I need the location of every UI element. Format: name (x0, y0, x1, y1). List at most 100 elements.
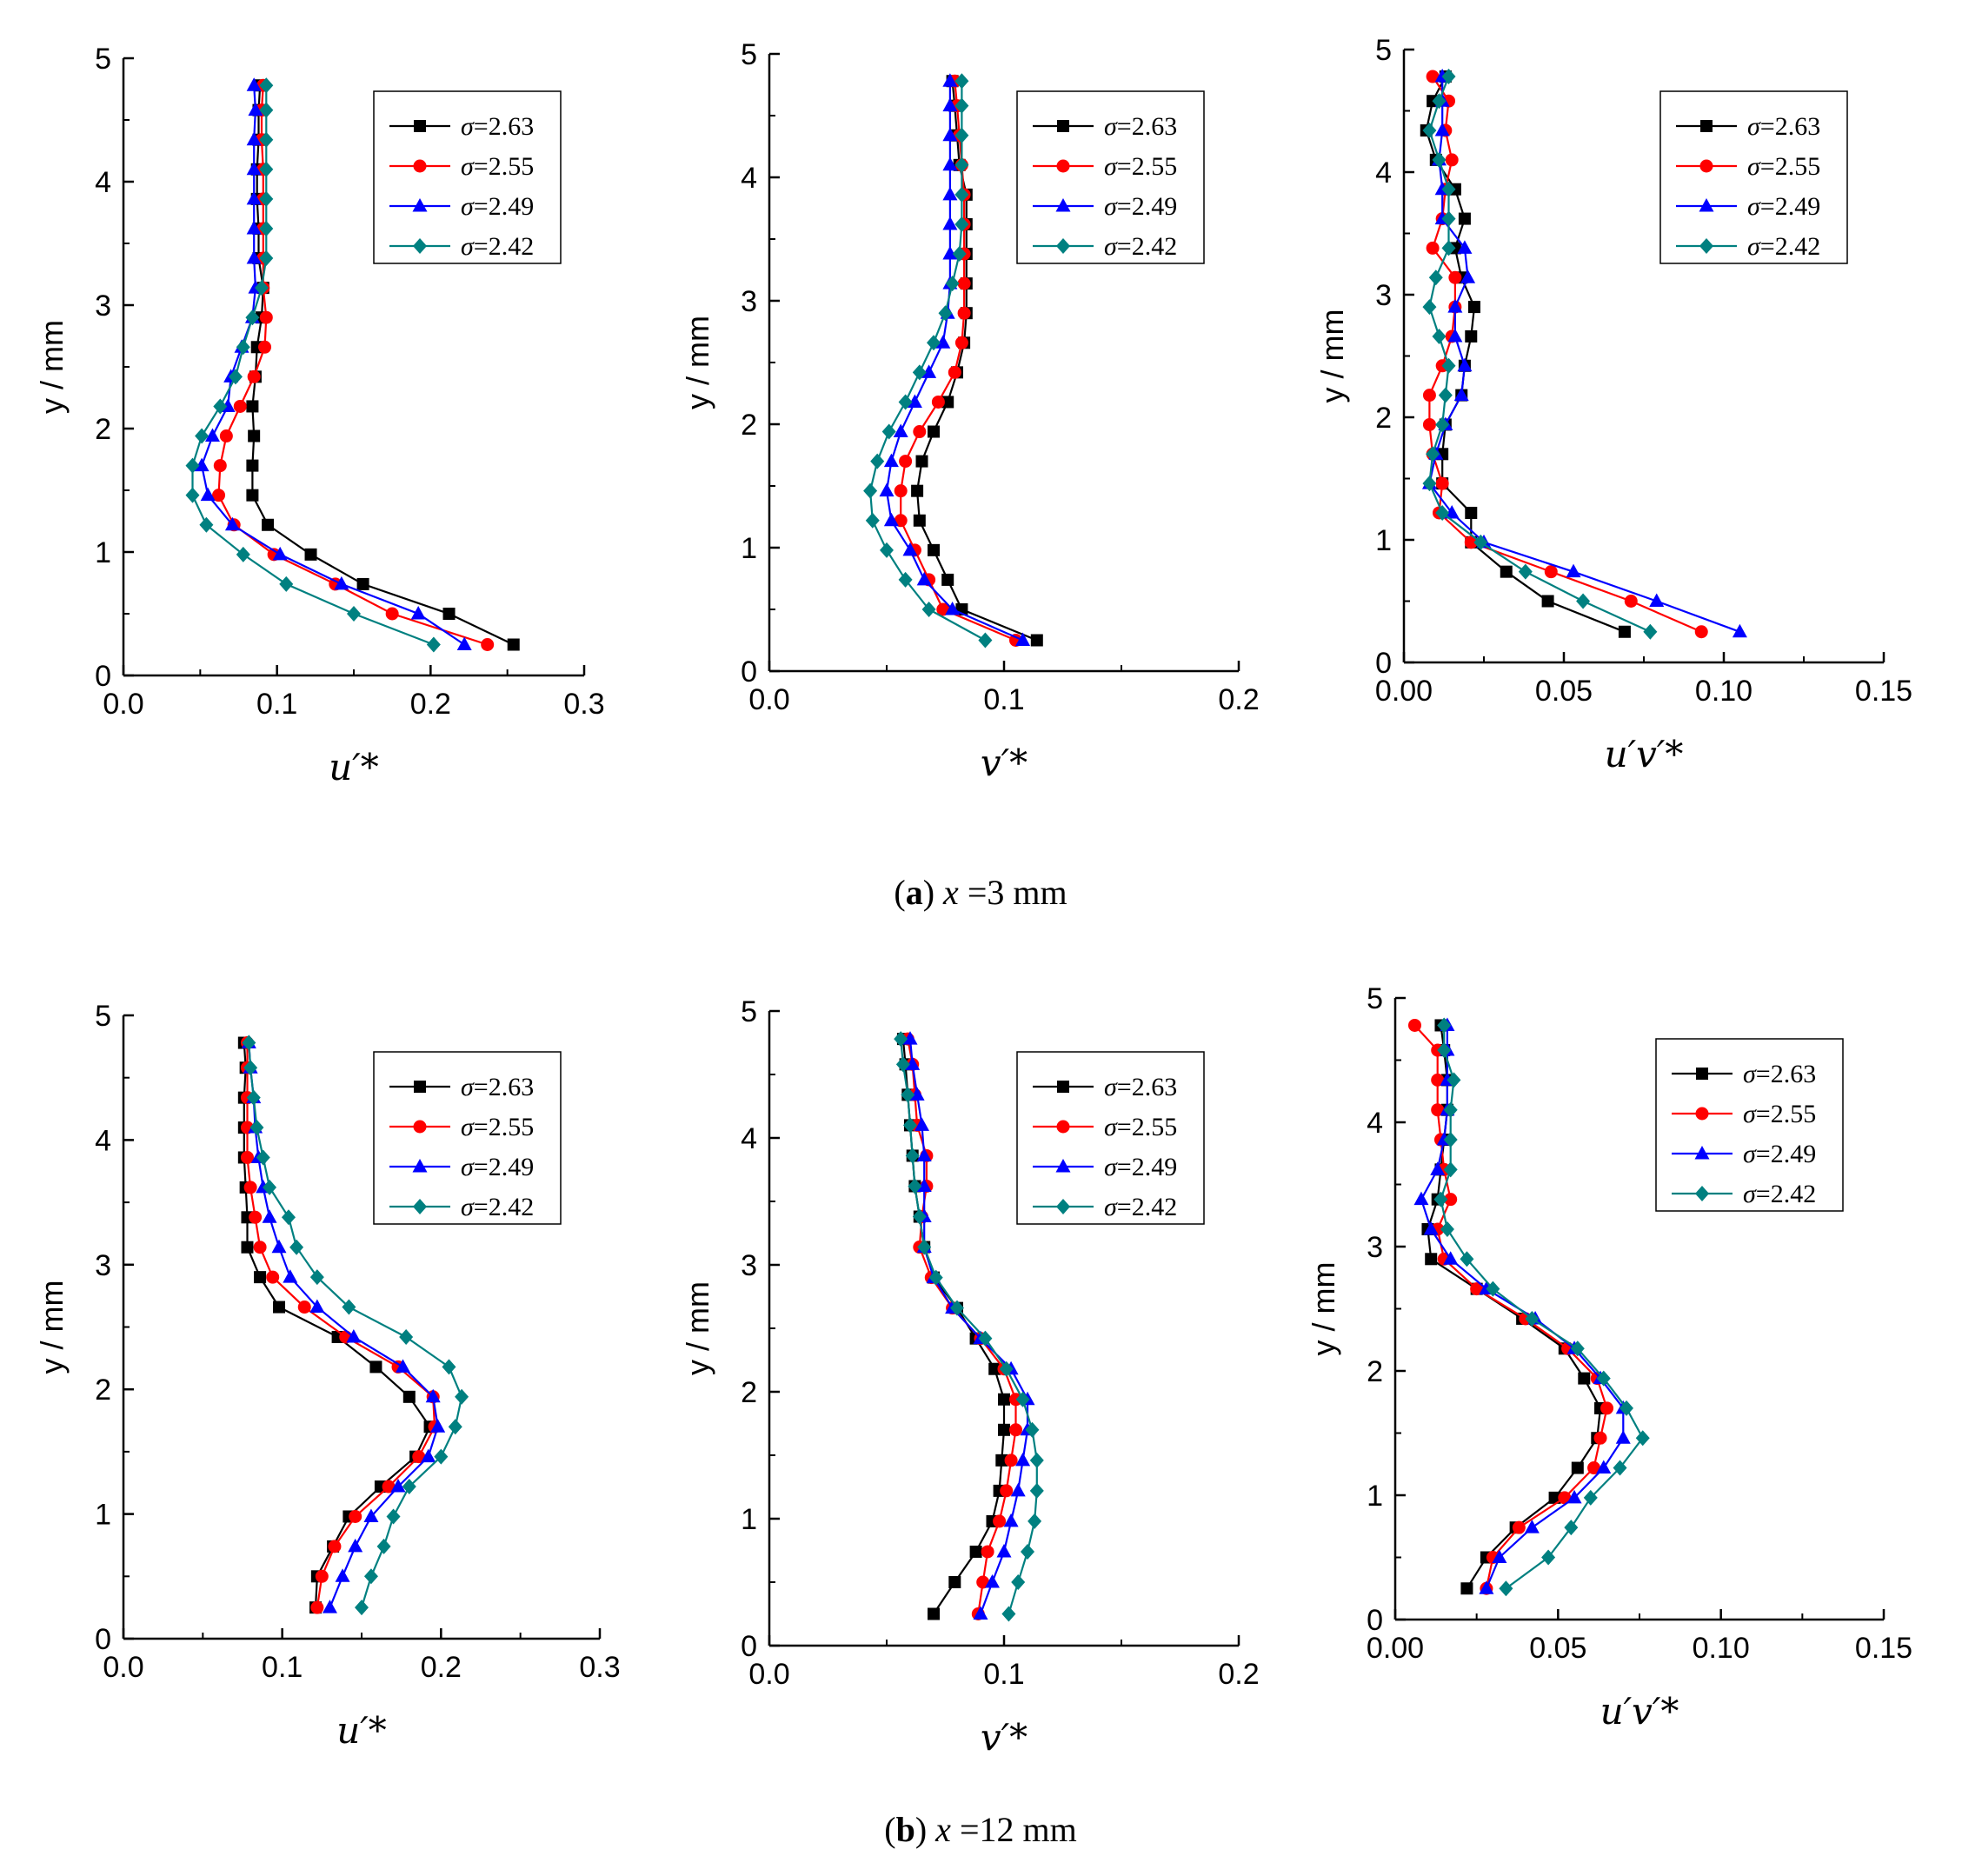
data-point (1619, 1400, 1634, 1416)
data-point (1500, 565, 1513, 578)
data-point (395, 1359, 410, 1373)
data-point (399, 1328, 414, 1345)
data-point (1432, 93, 1447, 110)
legend-label: σ=2.63 (1104, 112, 1177, 141)
data-point (1015, 1452, 1031, 1467)
data-point (905, 1056, 921, 1070)
x-axis-title: v′* (981, 742, 1028, 784)
data-point (243, 1060, 258, 1076)
data-point (1458, 212, 1471, 225)
y-tick-label: 0 (1367, 1604, 1383, 1637)
data-point (1576, 593, 1591, 609)
data-point (1473, 534, 1488, 550)
legend-value: =2.55 (1117, 152, 1177, 181)
series-line (1440, 1025, 1645, 1590)
data-point (985, 1574, 1000, 1588)
data-point (236, 546, 250, 562)
data-point (978, 632, 993, 649)
legend-label: σ=2.42 (1747, 232, 1820, 261)
y-tick-label: 1 (1367, 1480, 1383, 1513)
x-tick-label: 0.0 (103, 1651, 143, 1684)
legend-sigma: σ (1104, 1113, 1118, 1141)
data-point (334, 575, 349, 590)
legend-value: =2.42 (1117, 232, 1177, 261)
caption-a: (a) x =3 mm (894, 873, 1067, 912)
series-line (1428, 76, 1651, 633)
data-point (1030, 634, 1043, 647)
x-axis-title: v′* (981, 1716, 1028, 1759)
data-point (1441, 210, 1456, 227)
legend-value: =2.49 (1117, 1153, 1177, 1181)
legend-box (1016, 1051, 1205, 1225)
legend-sigma: σ (1104, 152, 1118, 181)
legend-value: =2.49 (474, 192, 534, 221)
x-tick-label: 0.2 (1218, 1658, 1259, 1691)
data-point (430, 1419, 446, 1433)
data-point (315, 1569, 329, 1583)
legend-sigma: σ (1104, 1193, 1118, 1221)
data-point (1465, 329, 1478, 343)
legend-marker (412, 198, 428, 212)
legend-value: =2.63 (474, 1073, 534, 1101)
data-point (1544, 565, 1558, 579)
data-point (272, 546, 288, 561)
legend-marker (1699, 198, 1714, 212)
series-4 (1422, 69, 1658, 640)
y-axis-title: y / mm (1314, 309, 1350, 403)
data-point (865, 512, 880, 529)
data-point (1001, 1606, 1016, 1622)
data-point (1524, 1520, 1540, 1533)
data-point (1643, 623, 1658, 640)
legend-marker (1056, 1120, 1070, 1134)
legend-label: σ=2.42 (1104, 1193, 1177, 1221)
data-point (1422, 123, 1437, 139)
series-3 (902, 1031, 1035, 1620)
legend: σ=2.63σ=2.55σ=2.49σ=2.42 (373, 1051, 562, 1225)
data-point (246, 459, 259, 472)
data-point (442, 1359, 456, 1375)
data-point (1457, 240, 1473, 254)
data-point (1438, 387, 1453, 403)
data-point (224, 516, 240, 531)
data-point (912, 364, 927, 381)
y-axis-title: y / mm (680, 1281, 715, 1375)
data-point (907, 394, 922, 408)
legend-marker (414, 1081, 426, 1093)
legend-value: =2.55 (474, 1113, 534, 1141)
data-point (1422, 417, 1436, 431)
legend-label: σ=2.63 (1747, 112, 1820, 141)
x-tick-label: 0.3 (579, 1651, 620, 1684)
y-tick-label: 2 (95, 413, 111, 446)
data-point (993, 1514, 1007, 1528)
x-tick-label: 0.00 (1375, 675, 1433, 708)
data-point (927, 335, 941, 351)
x-tick-label: 0.10 (1693, 1632, 1750, 1665)
data-point (1464, 536, 1478, 549)
data-point (895, 1056, 910, 1073)
y-tick-label: 2 (741, 1376, 757, 1409)
data-point (941, 396, 954, 409)
x-tick-label: 0.0 (103, 688, 143, 721)
legend-value: =2.63 (1756, 1060, 1816, 1088)
data-point (942, 156, 958, 171)
legend-label: σ=2.55 (1743, 1100, 1816, 1128)
legend-sigma: σ (461, 112, 475, 141)
y-tick-label: 5 (1367, 982, 1383, 1015)
data-point (1596, 1460, 1612, 1474)
data-point (425, 1388, 441, 1403)
data-point (1457, 357, 1473, 372)
data-point (1422, 476, 1437, 492)
data-point (1435, 416, 1450, 433)
data-point (1426, 70, 1440, 83)
legend-value: =2.63 (474, 112, 534, 141)
data-point (382, 1480, 396, 1493)
y-tick-label: 3 (1375, 279, 1392, 312)
data-point (246, 489, 259, 502)
legend-marker (413, 1120, 427, 1134)
legend-sigma: σ (461, 1073, 475, 1101)
data-point (259, 161, 274, 177)
data-point (1486, 1281, 1500, 1297)
data-point (995, 1454, 1008, 1467)
legend-marker (1700, 120, 1713, 132)
